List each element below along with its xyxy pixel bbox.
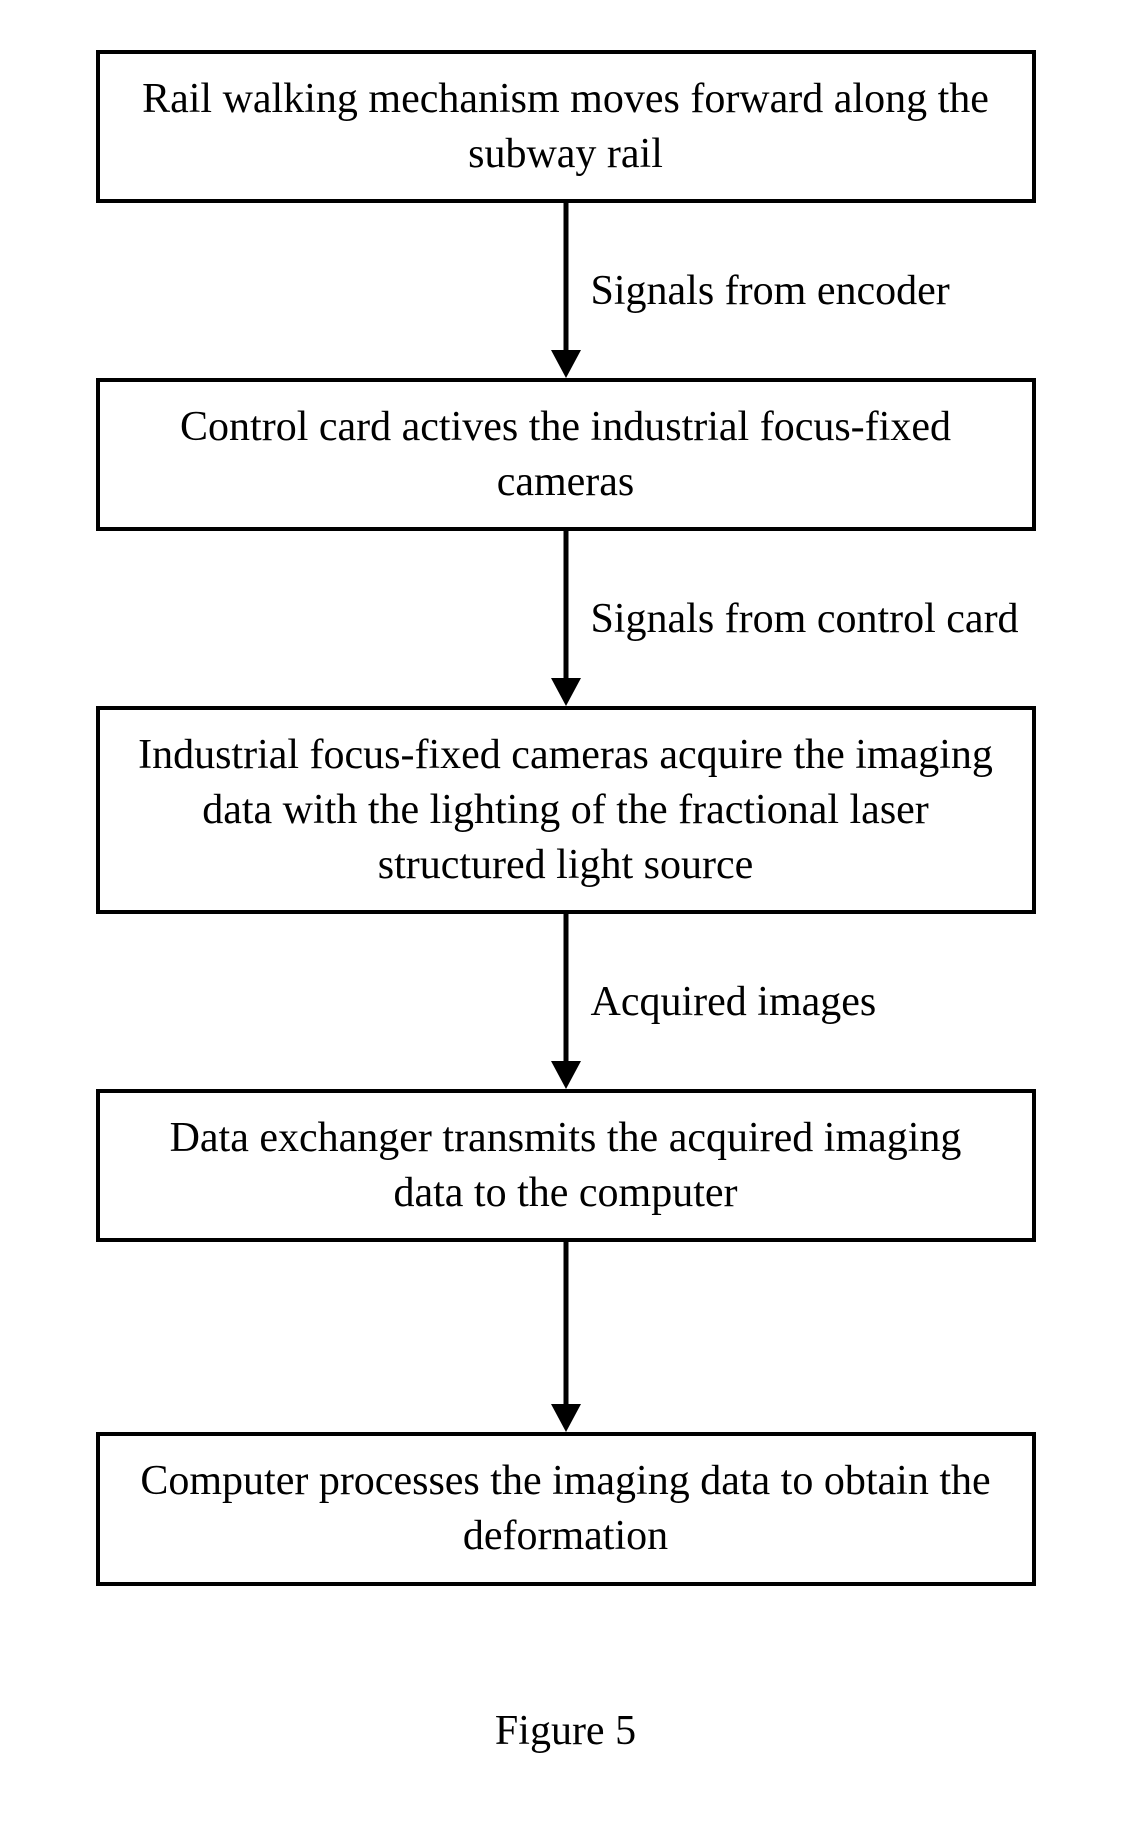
flowchart-node: Industrial focus-fixed cameras acquire t… (96, 706, 1036, 914)
arrow-line (563, 914, 568, 1066)
flowchart-arrow (96, 1242, 1036, 1432)
flowchart-arrow: Signals from encoder (96, 203, 1036, 378)
node-text: Industrial focus-fixed cameras acquire t… (130, 728, 1002, 892)
flowchart-arrow: Acquired images (96, 914, 1036, 1089)
arrowhead-icon (551, 350, 581, 378)
flowchart-container: Rail walking mechanism moves forward alo… (96, 50, 1036, 1586)
edge-label: Signals from control card (591, 595, 1019, 643)
node-text: Rail walking mechanism moves forward alo… (130, 72, 1002, 181)
arrowhead-icon (551, 1061, 581, 1089)
arrow-line (563, 203, 568, 355)
arrow-line (563, 531, 568, 683)
flowchart-node: Rail walking mechanism moves forward alo… (96, 50, 1036, 203)
arrowhead-icon (551, 1404, 581, 1432)
flowchart-node: Data exchanger transmits the acquired im… (96, 1089, 1036, 1242)
arrowhead-icon (551, 678, 581, 706)
flowchart-arrow: Signals from control card (96, 531, 1036, 706)
arrow-line (563, 1242, 568, 1409)
flowchart-node: Control card actives the industrial focu… (96, 378, 1036, 531)
edge-label: Acquired images (591, 978, 877, 1026)
node-text: Data exchanger transmits the acquired im… (130, 1111, 1002, 1220)
node-text: Control card actives the industrial focu… (130, 400, 1002, 509)
node-text: Computer processes the imaging data to o… (130, 1454, 1002, 1563)
edge-label: Signals from encoder (591, 267, 950, 315)
flowchart-node: Computer processes the imaging data to o… (96, 1432, 1036, 1585)
figure-caption: Figure 5 (0, 1707, 1131, 1755)
